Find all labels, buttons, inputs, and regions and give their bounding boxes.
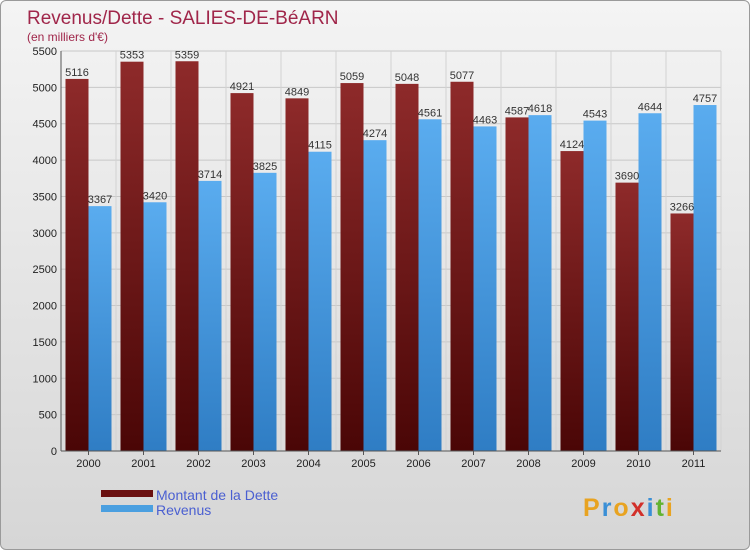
legend-label-dette: Montant de la Dette: [156, 487, 278, 503]
bar-dette: [670, 213, 694, 451]
bar-dette: [615, 182, 639, 452]
y-tick-label: 500: [39, 410, 57, 422]
bar-revenus: [583, 120, 607, 451]
x-tick-label: 2010: [626, 458, 650, 470]
logo-letter: o: [613, 494, 630, 522]
y-tick-label: 3000: [33, 228, 57, 240]
value-label-revenus: 3825: [253, 161, 277, 173]
value-label-revenus: 4644: [638, 101, 662, 113]
bar-dette: [505, 117, 529, 452]
chart-subtitle: (en milliers d'€): [27, 30, 108, 44]
y-tick-label: 2000: [33, 301, 57, 313]
bar-revenus: [363, 140, 387, 451]
x-tick-label: 2006: [406, 458, 430, 470]
value-label-revenus: 4618: [528, 103, 552, 115]
value-label-revenus: 3367: [88, 194, 112, 206]
value-label-revenus: 4463: [473, 114, 497, 126]
logo-letter: P: [583, 494, 602, 522]
bar-dette: [285, 98, 309, 451]
value-label-dette: 5059: [340, 71, 364, 83]
bar-revenus: [473, 126, 497, 451]
axes: 0 500 1000 1500 2000 2500 3000 3500 4000 4500 5000…: [33, 46, 721, 470]
bar-revenus: [88, 206, 112, 451]
y-tick-label: 1000: [33, 373, 57, 385]
value-label-revenus: 3420: [143, 190, 167, 202]
x-tick-label: 2001: [131, 458, 155, 470]
value-label-revenus: 4115: [308, 140, 332, 152]
x-tick-label: 2009: [571, 458, 595, 470]
logo-letter: x: [631, 494, 647, 522]
logo-letter: i: [647, 494, 656, 522]
bar-revenus: [253, 172, 277, 451]
legend-label-revenus: Revenus: [156, 502, 211, 518]
bar-dette: [175, 61, 199, 451]
value-label-revenus: 4543: [583, 109, 607, 121]
value-label-revenus: 3714: [198, 169, 222, 181]
value-label-dette: 4587: [505, 105, 529, 117]
bar-revenus: [143, 202, 167, 451]
x-tick-label: 2004: [296, 458, 320, 470]
logo-letter: t: [656, 494, 666, 522]
bar-dette: [340, 83, 364, 451]
value-labels: 5116 3367 5353 3420 5359 3714 4921 3825 4849 4115…: [65, 49, 717, 213]
value-label-revenus: 4757: [693, 93, 717, 105]
value-label-dette: 5077: [450, 70, 474, 82]
value-label-dette: 4849: [285, 86, 309, 98]
y-tick-label: 3500: [33, 191, 57, 203]
y-tick-label: 2500: [33, 264, 57, 276]
bars: [65, 61, 717, 452]
x-tick-label: 2008: [516, 458, 540, 470]
legend-swatch-dette: [101, 490, 153, 497]
x-tick-label: 2003: [241, 458, 265, 470]
bar-revenus: [308, 151, 332, 451]
value-label-revenus: 4274: [363, 128, 387, 140]
x-tick-label: 2002: [186, 458, 210, 470]
value-label-dette: 5359: [175, 49, 199, 61]
value-label-dette: 4921: [230, 81, 254, 93]
x-tick-label: 2007: [461, 458, 485, 470]
y-tick-label: 5000: [33, 82, 57, 94]
bar-revenus: [198, 180, 222, 451]
y-tick-label: 1500: [33, 337, 57, 349]
chart-title: Revenus/Dette - SALIES-DE-BéARN: [27, 8, 339, 29]
logo-letter: i: [666, 494, 675, 522]
bar-revenus: [418, 119, 442, 452]
x-tick-label: 2011: [682, 458, 706, 470]
bar-dette: [560, 151, 584, 451]
x-tick-label: 2005: [351, 458, 375, 470]
y-tick-label: 4000: [33, 155, 57, 167]
value-label-dette: 4124: [560, 139, 584, 151]
legend-swatch-revenus: [101, 505, 153, 512]
y-tick-label: 5500: [33, 46, 57, 58]
value-label-dette: 5353: [120, 50, 144, 62]
bar-revenus: [638, 113, 662, 451]
value-label-dette: 3690: [615, 171, 639, 183]
value-label-revenus: 4561: [418, 107, 442, 119]
legend: Montant de la Dette Revenus: [101, 487, 278, 518]
bar-revenus: [528, 115, 552, 452]
bar-dette: [120, 61, 144, 451]
value-label-dette: 5116: [65, 67, 89, 79]
value-label-dette: 3266: [670, 201, 694, 213]
logo-letter: r: [602, 494, 614, 522]
bar-dette: [450, 81, 474, 451]
value-label-dette: 5048: [395, 72, 419, 84]
y-tick-label: 4500: [33, 119, 57, 131]
proxiti-logo: Proxiti: [583, 494, 675, 522]
bar-dette: [65, 78, 89, 451]
bar-dette: [395, 83, 419, 451]
x-tick-label: 2000: [76, 458, 100, 470]
y-tick-label: 0: [51, 446, 57, 458]
bar-revenus: [693, 105, 717, 451]
bar-dette: [230, 93, 254, 451]
